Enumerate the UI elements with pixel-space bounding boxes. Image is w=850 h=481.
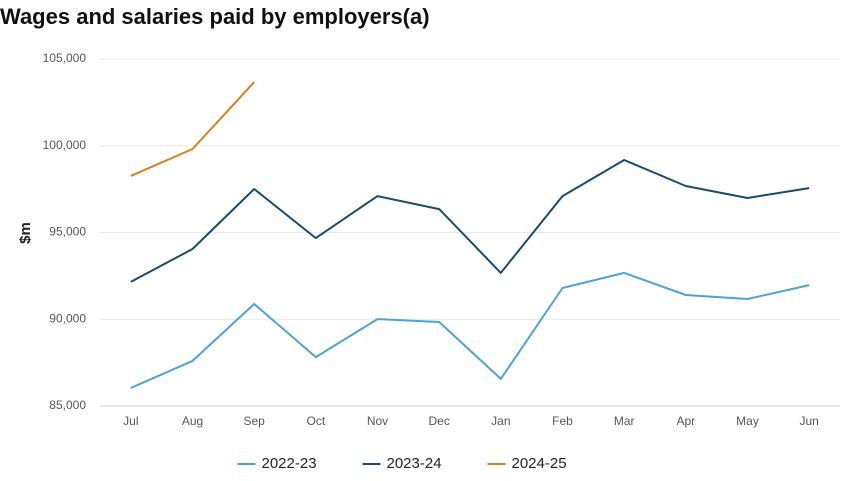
x-tick-label: Dec (428, 414, 449, 428)
legend-label: 2024-25 (512, 455, 567, 472)
x-tick-label: Sep (243, 414, 265, 428)
y-tick-label: 100,000 (43, 138, 87, 152)
legend-label: 2022-23 (262, 455, 317, 472)
x-tick-label: Jul (123, 414, 138, 428)
x-tick-label: Oct (306, 414, 325, 428)
x-tick-label: Apr (676, 414, 695, 428)
x-tick-label: Mar (614, 414, 635, 428)
x-tick-label: Aug (182, 414, 203, 428)
y-tick-label: 105,000 (43, 51, 87, 65)
y-axis-label: $m (17, 222, 34, 244)
x-tick-label: Feb (552, 414, 573, 428)
chart-title: Wages and salaries paid by employers(a) (0, 4, 430, 29)
series-line (130, 159, 810, 283)
x-tick-label: Jan (491, 414, 510, 428)
series-line (130, 271, 810, 389)
x-tick-label: Nov (367, 414, 388, 428)
legend-label: 2023-24 (387, 455, 442, 472)
x-tick-label: May (736, 414, 759, 428)
x-tick-label: Jun (799, 414, 818, 428)
y-tick-label: 85,000 (49, 398, 86, 412)
series-line (130, 81, 255, 177)
y-tick-label: 95,000 (49, 225, 86, 239)
y-tick-label: 90,000 (49, 311, 86, 325)
